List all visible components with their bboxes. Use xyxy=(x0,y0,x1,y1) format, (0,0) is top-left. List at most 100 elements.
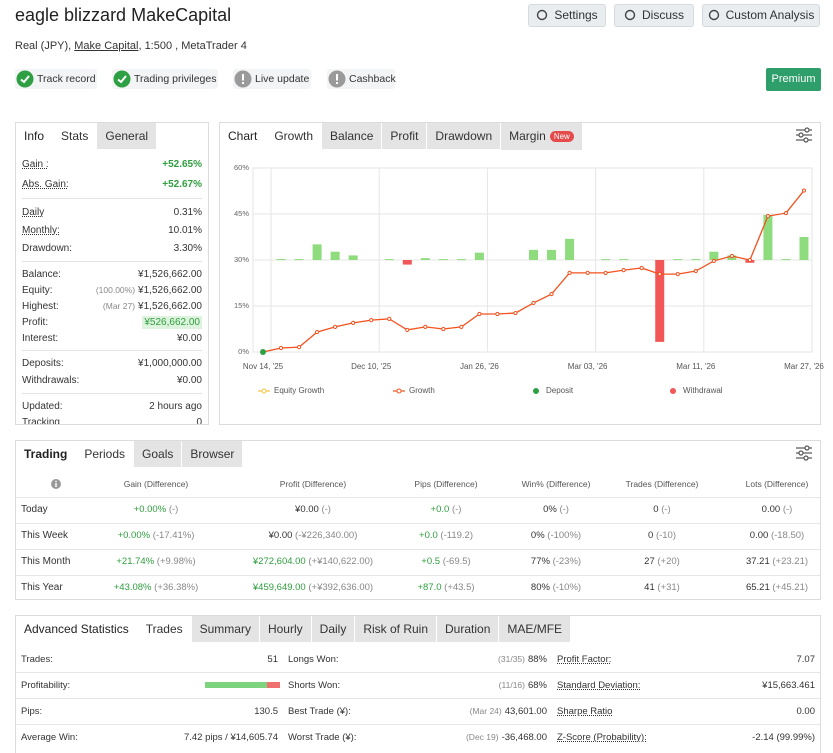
info-value: ¥0.00 xyxy=(176,375,202,386)
info-row: Daily 0.31% xyxy=(22,203,202,221)
info-value-wrap: ¥0.00 xyxy=(177,333,202,344)
cell-value: +43.08% xyxy=(113,582,152,593)
info-row: Abs. Gain: +52.67% xyxy=(22,174,202,194)
stat-label: Pips: xyxy=(21,706,43,717)
tab[interactable]: Balance xyxy=(322,123,383,149)
cell-value: ¥0.00 xyxy=(295,504,319,515)
stat-value: 7.42 pips / ¥14,605.74 xyxy=(183,732,278,743)
profitability-bar xyxy=(205,682,280,688)
info-value: ¥1,000,000.00 xyxy=(138,358,202,369)
tab[interactable]: Browser xyxy=(182,441,244,467)
tab[interactable]: General xyxy=(97,123,158,149)
header-button[interactable]: Custom Analysis xyxy=(702,4,820,27)
tab[interactable]: Drawdown xyxy=(427,123,502,149)
stat-value: 130.5 xyxy=(254,706,278,717)
table-cell: ¥272,604.00 (+¥140,622.00) xyxy=(223,556,403,567)
table-cell: 77% (-23%) xyxy=(466,556,646,567)
icon xyxy=(624,9,636,21)
cell-value: ¥0.00 xyxy=(268,530,293,541)
column-header: Pips (Difference) xyxy=(414,479,478,489)
tab[interactable]: Daily xyxy=(311,616,356,642)
info-row: Tracking 0 xyxy=(22,414,202,425)
column-header: Profit (Difference) xyxy=(279,479,347,489)
info-value-wrap: +52.65% xyxy=(162,159,202,170)
stat-value: ¥15,663.461 xyxy=(762,680,815,691)
table-cell: +0.00% (-17.41%) xyxy=(66,530,246,541)
account-text: , 1:500 , MetaTrader 4 xyxy=(138,40,247,52)
stat-label: Longs Won: xyxy=(288,654,339,665)
chart-panel: Chart Growth Balance Profit Drawdown Margin Ne… xyxy=(219,122,821,425)
info-value: ¥0.00 xyxy=(176,332,202,344)
cell-value: 37.21 xyxy=(745,556,770,567)
stat-label: Standard Deviation: xyxy=(557,680,641,691)
info-value: ¥1,526,662.00 xyxy=(138,268,202,280)
stat-value: 0.00 xyxy=(796,706,816,717)
cell-value: +21.74% xyxy=(116,556,155,567)
icon-shape xyxy=(336,82,338,84)
info-label: Highest: xyxy=(22,300,59,312)
header-button[interactable]: Settings xyxy=(528,4,606,27)
badge-label: Live update xyxy=(255,73,310,85)
row-divider xyxy=(16,497,820,498)
premium-button[interactable]: Premium xyxy=(766,68,821,91)
cell-diff: (+31) xyxy=(657,582,680,593)
table-cell: +0.0 (-119.2) xyxy=(356,530,536,541)
icon-shape xyxy=(16,70,34,88)
tab[interactable]: Goals xyxy=(134,441,183,467)
stat-value: -2.14 (99.99%) xyxy=(752,732,815,743)
tab[interactable]: Periods xyxy=(76,441,135,467)
row-divider xyxy=(16,724,820,725)
stat-label: Z-Score (Probability): xyxy=(557,732,647,743)
cell-value: +0.00% xyxy=(117,530,151,541)
icon-shape xyxy=(55,480,57,483)
tab-bar: Advanced Statistics Trades Summary Hourly Da… xyxy=(16,616,820,642)
table-cell: 0% (-100%) xyxy=(466,530,646,541)
tab-bar: Trading Periods Goals Browser xyxy=(16,441,820,467)
badge: Live update xyxy=(233,69,311,89)
cell-diff: (-) xyxy=(661,504,671,515)
tab[interactable]: Hourly xyxy=(259,616,312,642)
info-label: Gain : xyxy=(22,158,49,170)
info-value: 10.01% xyxy=(168,224,202,236)
cell-diff: (-100%) xyxy=(547,530,582,541)
cell-diff: (+9.98%) xyxy=(156,556,196,567)
icon xyxy=(51,479,61,489)
stat-note: (Dec 19) xyxy=(465,732,499,742)
row-divider xyxy=(16,698,820,699)
icon-shape xyxy=(117,75,127,84)
column-header: Trades (Difference) xyxy=(625,479,699,489)
tab[interactable]: Risk of Ruin xyxy=(355,616,438,642)
account-text: Real (JPY), xyxy=(15,40,72,52)
stat-value: 68% xyxy=(527,680,547,691)
cell-diff: (+¥392,636.00) xyxy=(308,582,374,593)
info-group: Deposits: ¥1,000,000.00 Withdrawals: ¥0.00 xyxy=(22,351,202,394)
cell-value: 0.00 xyxy=(761,504,781,515)
tab[interactable]: Summary xyxy=(191,616,260,642)
info-value-wrap: (Mar 27) ¥1,526,662.00 xyxy=(103,301,202,312)
tab[interactable]: Trades xyxy=(137,616,192,642)
cell-diff: (-) xyxy=(782,504,793,515)
table-cell: 37.21 (+23.21) xyxy=(687,556,820,567)
info-value: 2 hours ago xyxy=(149,400,202,412)
row-divider xyxy=(16,549,820,550)
info-label: Balance: xyxy=(22,268,61,280)
tab[interactable]: Margin New xyxy=(501,123,583,150)
cell-diff: (-119.2) xyxy=(440,530,473,541)
stat-value-wrap: 130.5 xyxy=(254,706,278,717)
tab[interactable]: Growth xyxy=(266,123,323,149)
tab[interactable]: Duration xyxy=(437,616,500,642)
cell-diff: (-69.5) xyxy=(442,556,471,567)
column-header: Gain (Difference) xyxy=(123,479,189,489)
header-button[interactable]: Discuss xyxy=(614,4,694,27)
info-row: Drawdown: 3.30% xyxy=(22,239,202,257)
icon xyxy=(113,70,131,88)
info-group: Updated: 2 hours ago Tracking 0 xyxy=(22,394,202,425)
tab[interactable]: Profit xyxy=(382,123,428,149)
tab[interactable]: MAE/MFE xyxy=(499,616,572,642)
tab[interactable]: Stats xyxy=(53,123,98,149)
row-label: This Week xyxy=(21,530,69,541)
stat-value-wrap: (Dec 19) -36,468.00 xyxy=(466,732,547,743)
column-header: Lots (Difference) xyxy=(745,479,809,489)
info-value: +52.67% xyxy=(162,178,202,190)
cell-value: 27 xyxy=(644,556,655,567)
